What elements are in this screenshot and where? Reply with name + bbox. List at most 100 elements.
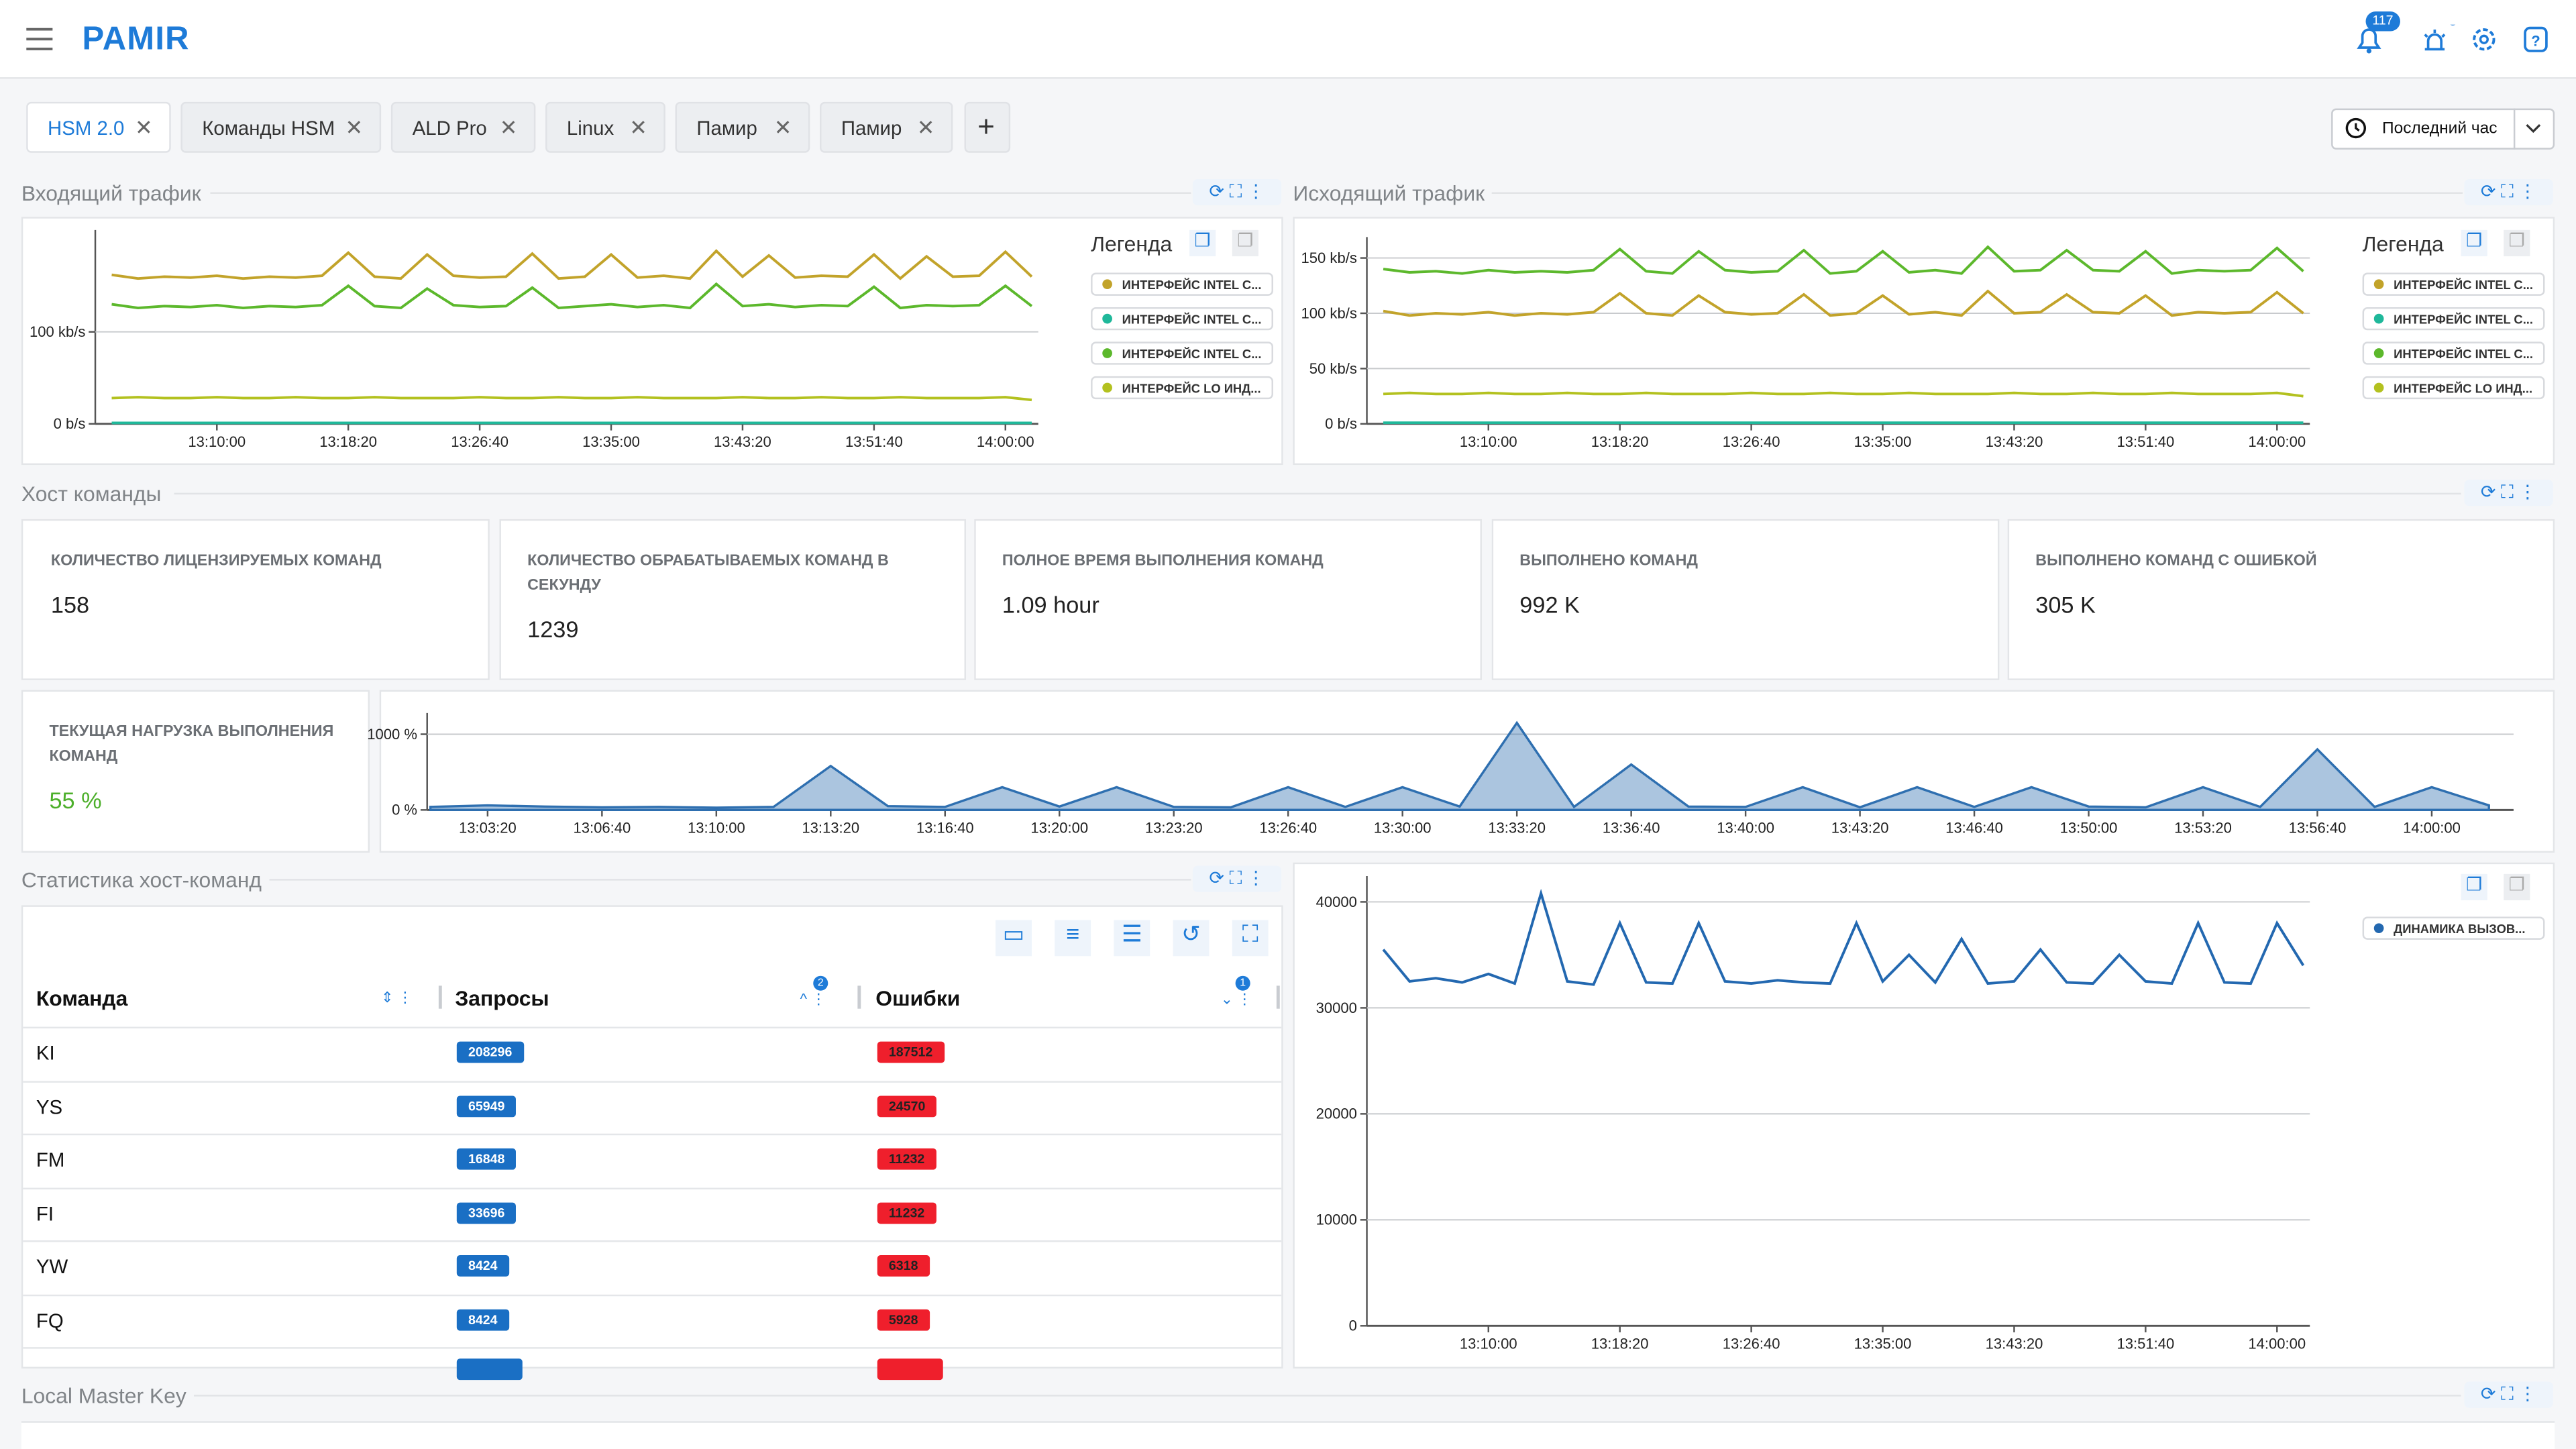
x-tick-label: 13:10:00 (1460, 433, 1517, 450)
header-icons[interactable]: ? (2353, 24, 2557, 58)
stat-card: ВЫПОЛНЕНО КОМАНД 992 K (1491, 519, 2000, 680)
requests-badge (456, 1358, 523, 1381)
tab-close[interactable]: ✕ (135, 115, 153, 140)
legend-dot (1102, 382, 1112, 393)
panel-controls[interactable]: ⟳ ⛶ ⋮ (1192, 865, 1282, 892)
load-chart-panel (379, 690, 2555, 853)
column-header[interactable]: Ошибки (875, 985, 961, 1011)
column-header[interactable]: Запросы (455, 985, 549, 1011)
legend-label: ИНТЕРФЕЙС INTEL С... (1122, 276, 1262, 292)
legend-item[interactable]: ИНТЕРФЕЙС INTEL С... (2362, 307, 2545, 331)
tab-close[interactable]: ✕ (499, 115, 518, 140)
legend-item[interactable]: ИНТЕРФЕЙС INTEL С... (2362, 272, 2545, 296)
tab-label: Памир (841, 115, 902, 139)
card-label: ВЫПОЛНЕНО КОМАНД С ОШИБКОЙ (2035, 551, 2317, 570)
x-tick-label: 13:43:20 (1986, 1336, 2043, 1352)
cell: FQ (36, 1308, 64, 1332)
legend-title: Легенда (1091, 231, 1173, 257)
menu-button[interactable] (26, 28, 54, 51)
legend-item[interactable]: ИНТЕРФЕЙС LO ИНД... (2362, 376, 2545, 400)
tab-label: HSM 2.0 (48, 115, 125, 139)
x-tick-label: 13:26:40 (1723, 433, 1780, 450)
tab[interactable]: Памир ✕ (820, 101, 953, 153)
y-tick-label: 0 b/s (1325, 415, 1357, 432)
legend-buttons: ❐ ❐ (2461, 873, 2546, 901)
series-line (1383, 391, 2304, 398)
errors-badge: 11232 (877, 1148, 936, 1170)
tab-label: ALD Pro (412, 115, 487, 139)
tab[interactable]: Памир ✕ (675, 101, 810, 153)
sort-icon[interactable]: ⇕ ⋮ (381, 989, 413, 1006)
time-range[interactable] (2331, 108, 2555, 150)
row-line (23, 1133, 1282, 1136)
card-value: 305 K (2035, 591, 2096, 618)
x-tick-label: 13:33:20 (1488, 820, 1546, 837)
legend-item[interactable]: ИНТЕРФЕЙС INTEL С... (1091, 272, 1273, 296)
x-tick-label: 14:00:00 (2403, 820, 2461, 837)
legend-item[interactable]: ИНТЕРФЕЙС LO ИНД... (1091, 376, 1273, 400)
tab-close[interactable]: ✕ (629, 115, 647, 140)
logo[interactable]: PAMIR (82, 21, 190, 58)
clock-icon (2345, 117, 2367, 139)
card-value: 55 % (49, 787, 102, 814)
card-value: 158 (50, 591, 90, 618)
col-divider (438, 985, 442, 1009)
x-tick-label: 13:51:40 (2116, 1336, 2174, 1352)
x-tick-label: 14:00:00 (2248, 1336, 2306, 1352)
series-line (1383, 289, 2304, 317)
header (0, 0, 2576, 79)
x-tick-label: 13:20:00 (1030, 820, 1088, 837)
legend-item[interactable]: ИНТЕРФЕЙС INTEL С... (1091, 341, 1273, 365)
legend-item[interactable]: ИНТЕРФЕЙС INTEL С... (1091, 307, 1273, 331)
tab-close[interactable]: ✕ (773, 115, 792, 140)
table-panel (21, 905, 1283, 1369)
panel-controls[interactable]: ⟳ ⛶ ⋮ (2464, 480, 2553, 506)
panel-controls[interactable]: ⟳ ⛶ ⋮ (2464, 178, 2553, 206)
sort-icon[interactable]: ⌄ ⋮ (1220, 990, 1252, 1008)
x-tick-label: 13:18:20 (319, 433, 377, 450)
legend-item[interactable]: ДИНАМИКА ВЫЗОВ... (2362, 916, 2545, 940)
x-tick-label: 13:26:40 (1723, 1336, 1780, 1352)
legend-copy[interactable]: ❐ (2461, 229, 2487, 257)
tab-close[interactable]: ✕ (916, 115, 935, 140)
tab[interactable]: Команды HSM ✕ (180, 101, 382, 153)
tab-label: Linux (566, 115, 614, 139)
dropdown-arrow[interactable] (2525, 121, 2541, 135)
section-title: Входящий трафик (21, 180, 201, 206)
add-tab[interactable]: + (964, 101, 1011, 153)
section-title: Хост команды (21, 481, 162, 506)
x-tick-label: 13:26:40 (1259, 820, 1317, 837)
table-toolbar[interactable]: ▭ ≡ ☰ ↺ ⛶ (996, 920, 1278, 957)
column-header[interactable]: Команда (36, 985, 128, 1011)
tab[interactable]: ALD Pro ✕ (390, 101, 536, 153)
legend-copy[interactable]: ❐ (1189, 229, 1216, 257)
requests-badge: 208296 (456, 1041, 524, 1063)
card-value: 1239 (527, 616, 579, 643)
x-tick-label: 13:18:20 (1591, 1336, 1649, 1352)
tab[interactable]: HSM 2.0 ✕ (26, 101, 171, 153)
tab-close[interactable]: ✕ (345, 115, 364, 140)
x-tick-label: 13:10:00 (1460, 1336, 1517, 1352)
panel-controls[interactable]: ⟳ ⛶ ⋮ (2464, 1381, 2553, 1408)
lmk-panel (21, 1421, 2555, 1449)
legend-dot (1102, 279, 1112, 290)
x-tick-label: 13:53:20 (2174, 820, 2232, 837)
errors-badge: 24570 (877, 1095, 937, 1117)
tab[interactable]: Linux ✕ (545, 101, 665, 153)
y-tick-label: 10000 (1316, 1212, 1357, 1228)
legend-item[interactable]: ИНТЕРФЕЙС INTEL С... (2362, 341, 2545, 365)
panel-controls[interactable]: ⟳ ⛶ ⋮ (1192, 178, 1282, 206)
dynamics-panel (1293, 862, 2555, 1369)
time-range-label: Последний час (2382, 119, 2498, 138)
legend-copy-disabled: ❐ (2504, 229, 2530, 257)
x-tick-label: 13:50:00 (2060, 820, 2118, 837)
stat-card: ПОЛНОЕ ВРЕМЯ ВЫПОЛНЕНИЯ КОМАНД 1.09 hour (974, 519, 1482, 680)
col-divider (857, 985, 861, 1009)
row-line (23, 1240, 1282, 1242)
x-tick-label: 13:30:00 (1374, 820, 1432, 837)
row-line (23, 1026, 1282, 1029)
sort-icon[interactable]: ^ ⋮ (800, 990, 826, 1008)
row-line (23, 1080, 1282, 1082)
series-line (1383, 245, 2304, 275)
legend-copy[interactable]: ❐ (2461, 873, 2487, 901)
